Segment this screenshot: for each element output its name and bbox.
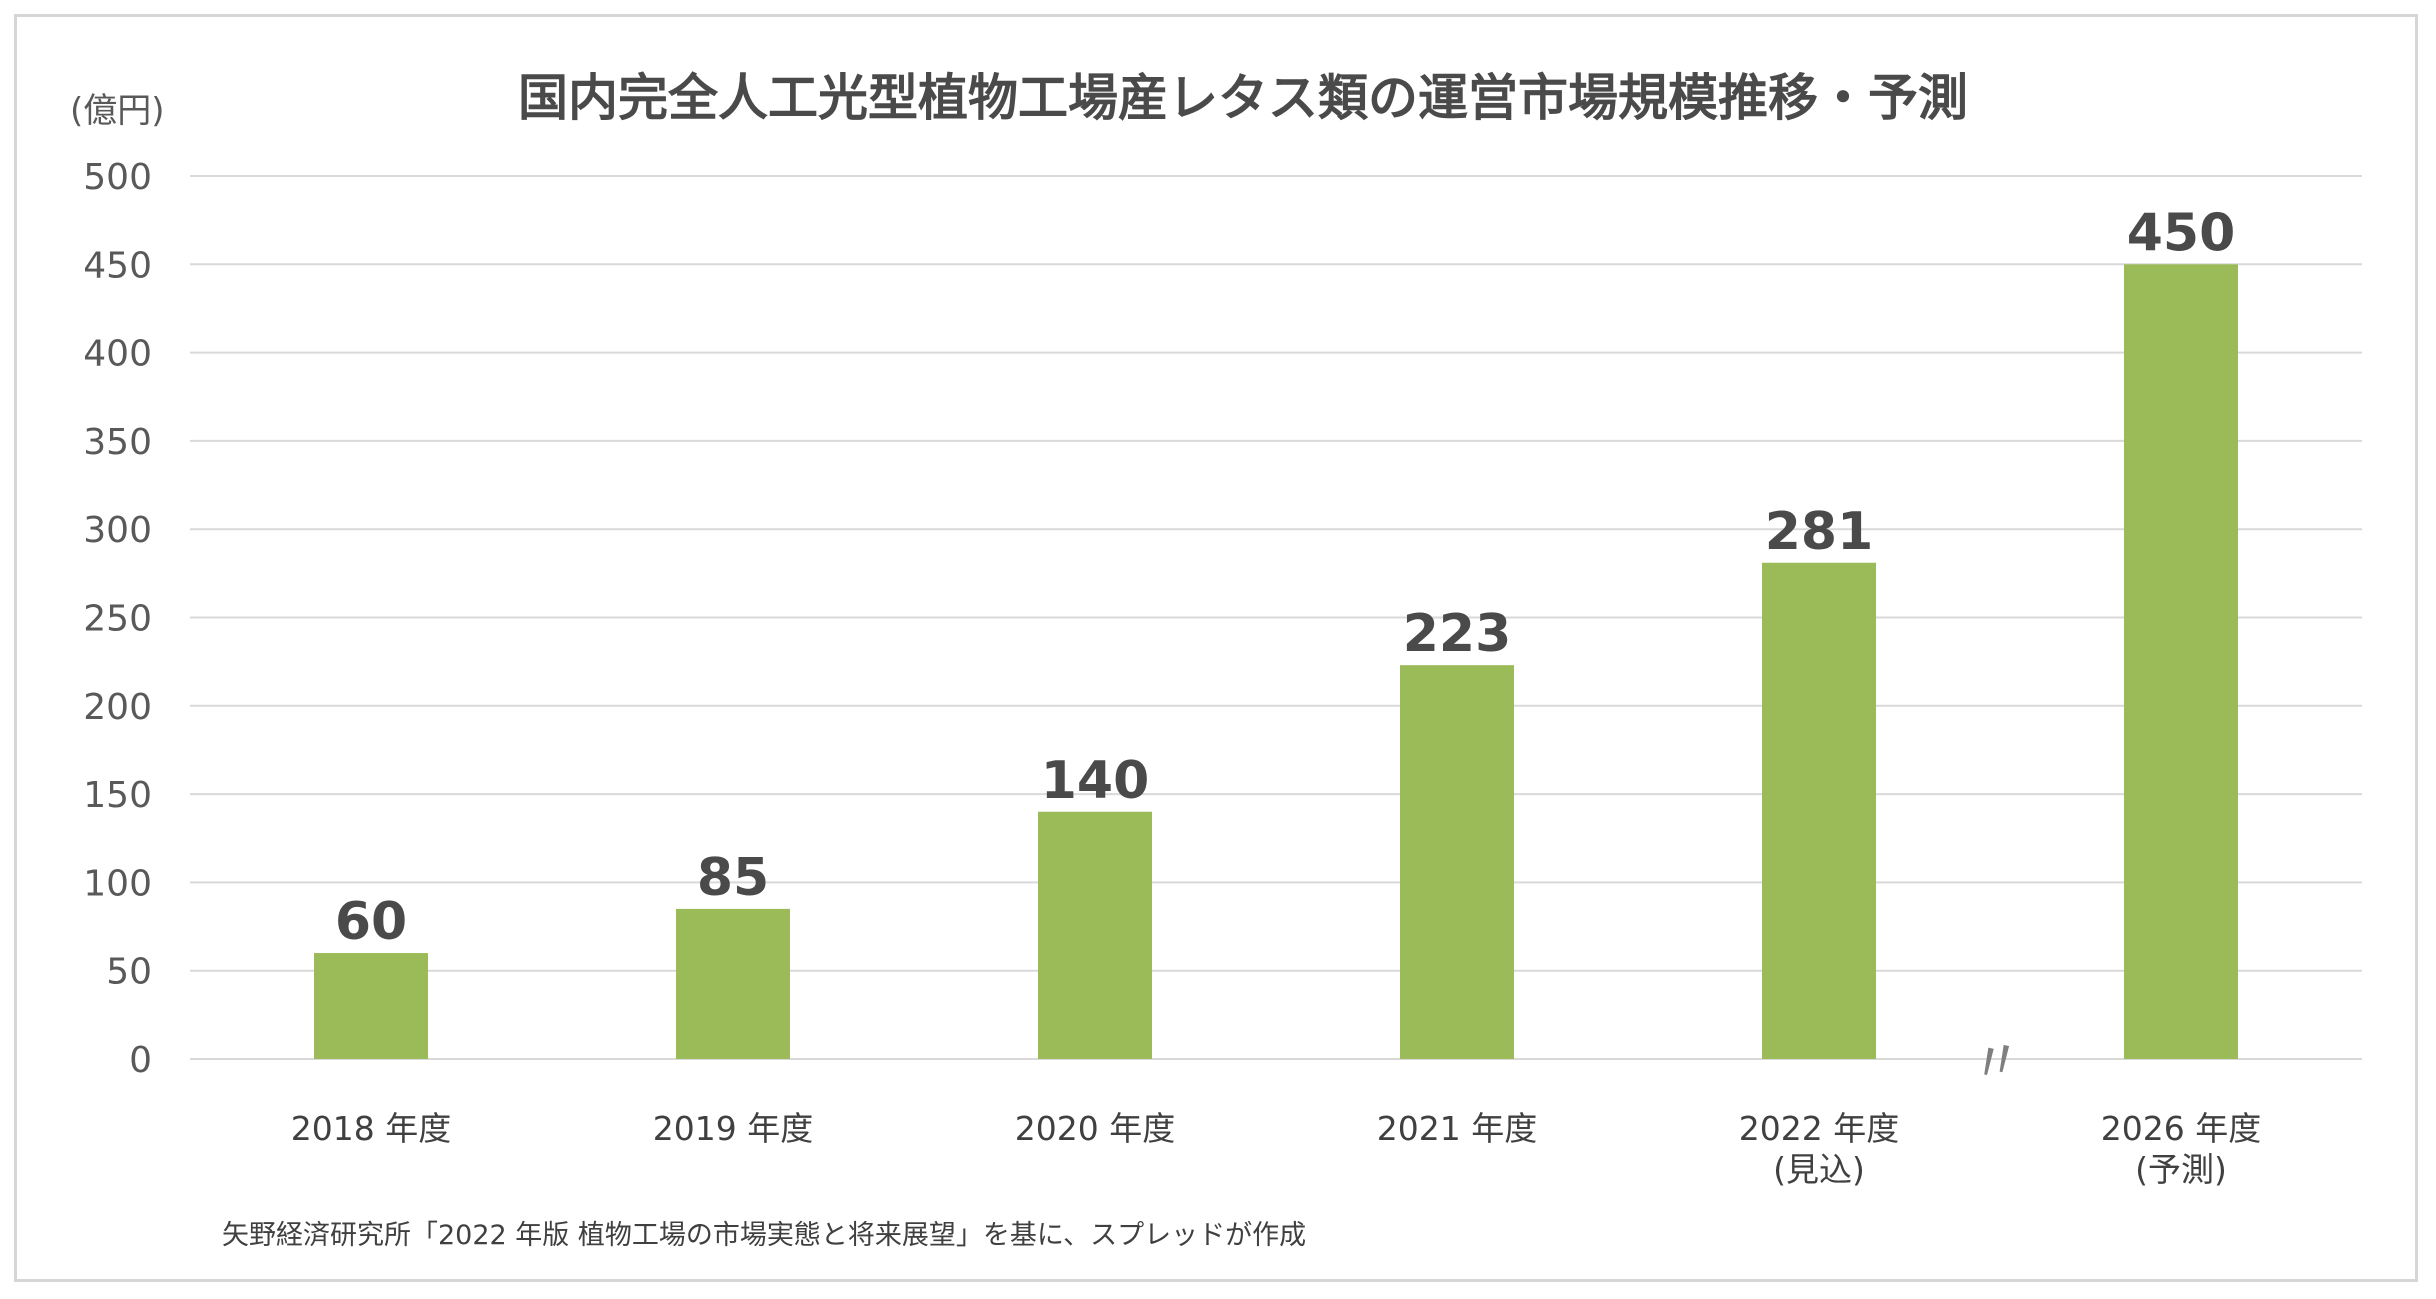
x-tick-label: 2022 年度 (1739, 1109, 1899, 1148)
y-tick-label: 500 (83, 157, 152, 198)
axis-break-mark: 〃 (1965, 1026, 2029, 1097)
data-label: 60 (335, 892, 407, 952)
x-tick-label: 2020 年度 (1015, 1109, 1175, 1148)
y-tick-label: 0 (129, 1040, 152, 1081)
y-tick-label: 350 (83, 422, 152, 463)
y-tick-label: 250 (83, 599, 152, 640)
bar (676, 908, 790, 1059)
x-tick-label: 2018 年度 (291, 1109, 451, 1148)
x-tick-label: (予測) (2135, 1150, 2227, 1189)
y-tick-label: 50 (106, 952, 152, 993)
data-label: 85 (697, 848, 769, 908)
data-labels: 60 85 140 223 281 450 (335, 203, 2235, 952)
data-label: 281 (1765, 502, 1874, 562)
y-tick-label: 200 (83, 687, 152, 728)
y-axis-unit-label: (億円) (70, 91, 165, 131)
data-label: 140 (1041, 751, 1150, 811)
y-tick-label: 450 (83, 245, 152, 286)
bar (314, 953, 428, 1059)
bar (1400, 665, 1514, 1059)
gridlines (190, 175, 2362, 1060)
bar (2124, 264, 2238, 1059)
x-tick-label: 2021 年度 (1377, 1109, 1537, 1148)
y-tick-label: 100 (83, 863, 152, 904)
x-tick-label: 2026 年度 (2101, 1109, 2261, 1148)
chart-frame (14, 14, 2418, 1282)
x-tick-label: (見込) (1773, 1150, 1865, 1189)
y-tick-label: 400 (83, 334, 152, 375)
bar (1762, 562, 1876, 1059)
y-tick-label: 300 (83, 510, 152, 551)
bar (1038, 811, 1152, 1059)
chart-title: 国内完全人工光型植物工場産レタス類の運営市場規模推移・予測 (518, 69, 1968, 127)
x-tick-label: 2019 年度 (653, 1109, 813, 1148)
y-axis-ticks: 0 50 100 150 200 250 300 350 400 450 500 (83, 157, 152, 1081)
bars (314, 264, 2238, 1059)
data-label: 223 (1403, 604, 1512, 664)
data-label: 450 (2127, 203, 2236, 263)
x-axis-ticks: 2018 年度 2019 年度 2020 年度 2021 年度 2022 年度(見込) 2… (291, 1109, 2261, 1189)
source-note: 矢野経済研究所「2022 年版 植物工場の市場実態と将来展望」を基に、スプレッド… (222, 1220, 1306, 1251)
y-tick-label: 150 (83, 775, 152, 816)
